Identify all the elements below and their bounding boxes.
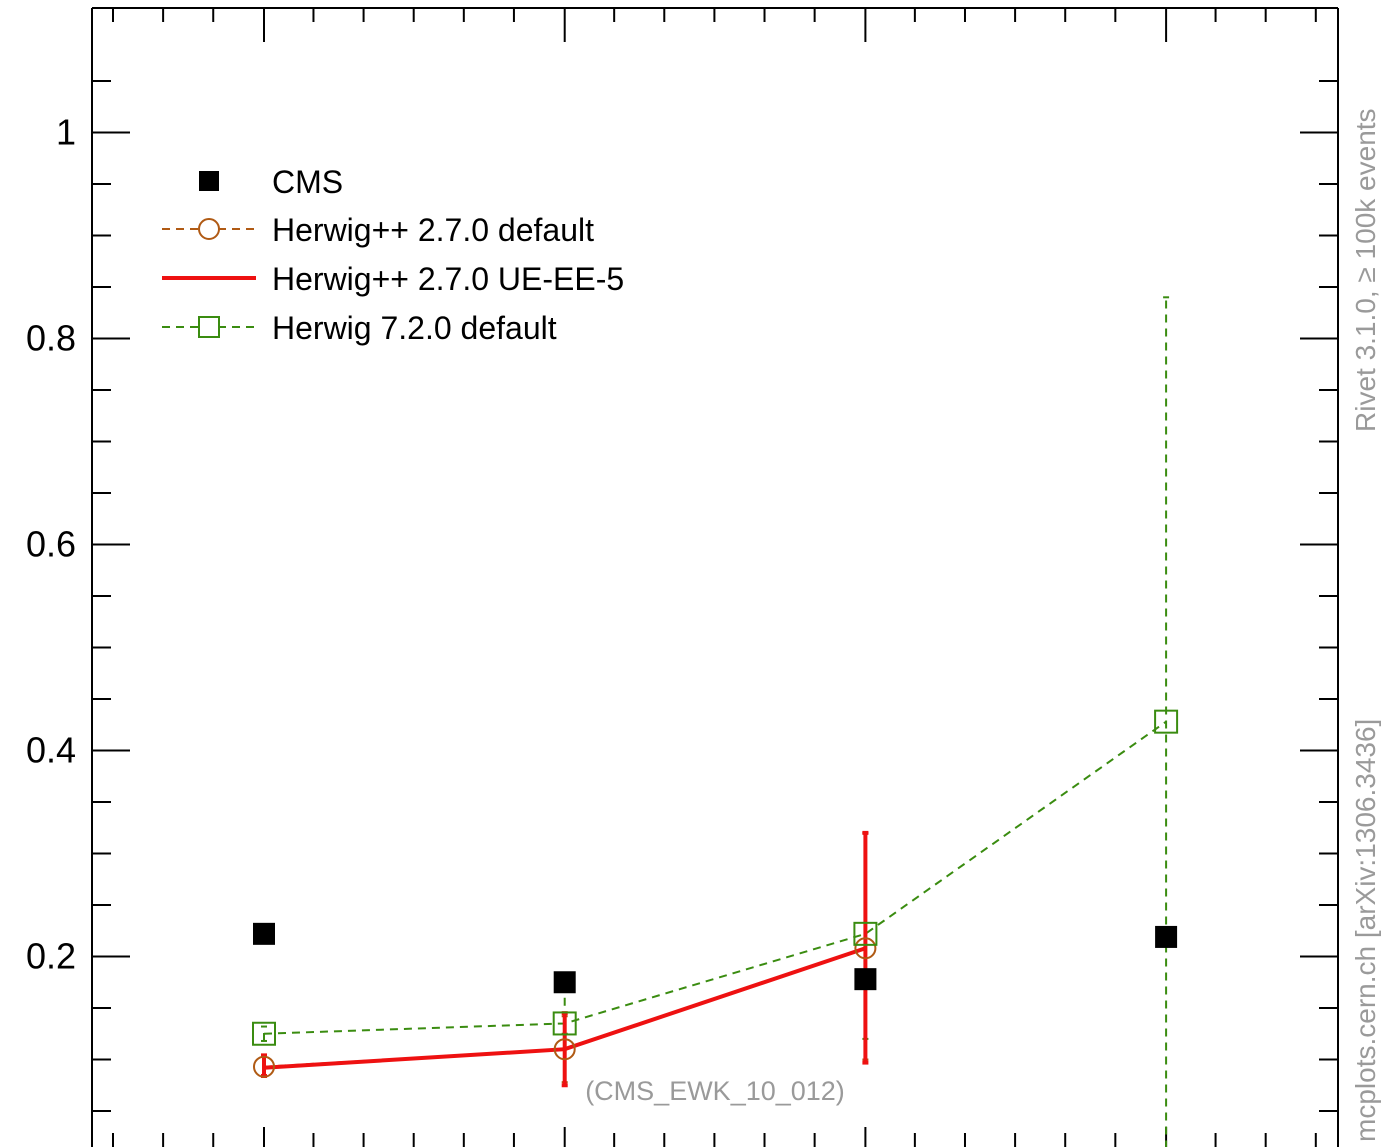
legend: CMS Herwig++ 2.7.0 default Herwig++ 2.7.0 …: [162, 164, 624, 346]
y-tick-label: 0.8: [26, 318, 76, 359]
y-tick-label: 0.6: [26, 524, 76, 565]
legend-label: Herwig++ 2.7.0 UE-EE-5: [272, 261, 624, 297]
analysis-watermark: (CMS_EWK_10_012): [585, 1076, 845, 1106]
herwig7-line: [263, 720, 1167, 1035]
legend-herwig7-marker: [198, 316, 220, 338]
cms-data-point: [854, 968, 877, 991]
legend-label: Herwig 7.2.0 default: [272, 310, 557, 346]
y-tick-label: 0.2: [26, 936, 76, 977]
legend-herwigpp-default-marker: [198, 218, 220, 240]
legend-label: Herwig++ 2.7.0 default: [272, 212, 594, 248]
y-tick-labels: 0.2 0.4 0.6 0.8 1: [26, 112, 76, 977]
herwigpp-default-point: [553, 1038, 576, 1061]
legend-cms-marker: [199, 171, 219, 191]
herwig7-point: [252, 1021, 276, 1046]
herwig7-point: [1154, 709, 1179, 734]
legend-label: CMS: [272, 164, 343, 200]
axis-ticks: [92, 8, 1338, 1147]
cms-data-point: [1155, 925, 1178, 948]
herwigpp-default-point: [854, 937, 877, 960]
y-tick-label: 1: [56, 112, 76, 153]
herwig7-point: [853, 921, 878, 946]
rivet-version-label: Rivet 3.1.0, ≥ 100k events: [1350, 108, 1381, 432]
series-layer: [252, 296, 1179, 1147]
y-tick-label: 0.4: [26, 730, 76, 771]
cms-data-point: [553, 971, 576, 994]
mcplots-source-label: mcplots.cern.ch [arXiv:1306.3436]: [1350, 719, 1381, 1142]
cms-data-point: [253, 922, 275, 945]
herwigpp-default-point: [253, 1055, 275, 1078]
herwig7-point: [552, 1011, 577, 1036]
